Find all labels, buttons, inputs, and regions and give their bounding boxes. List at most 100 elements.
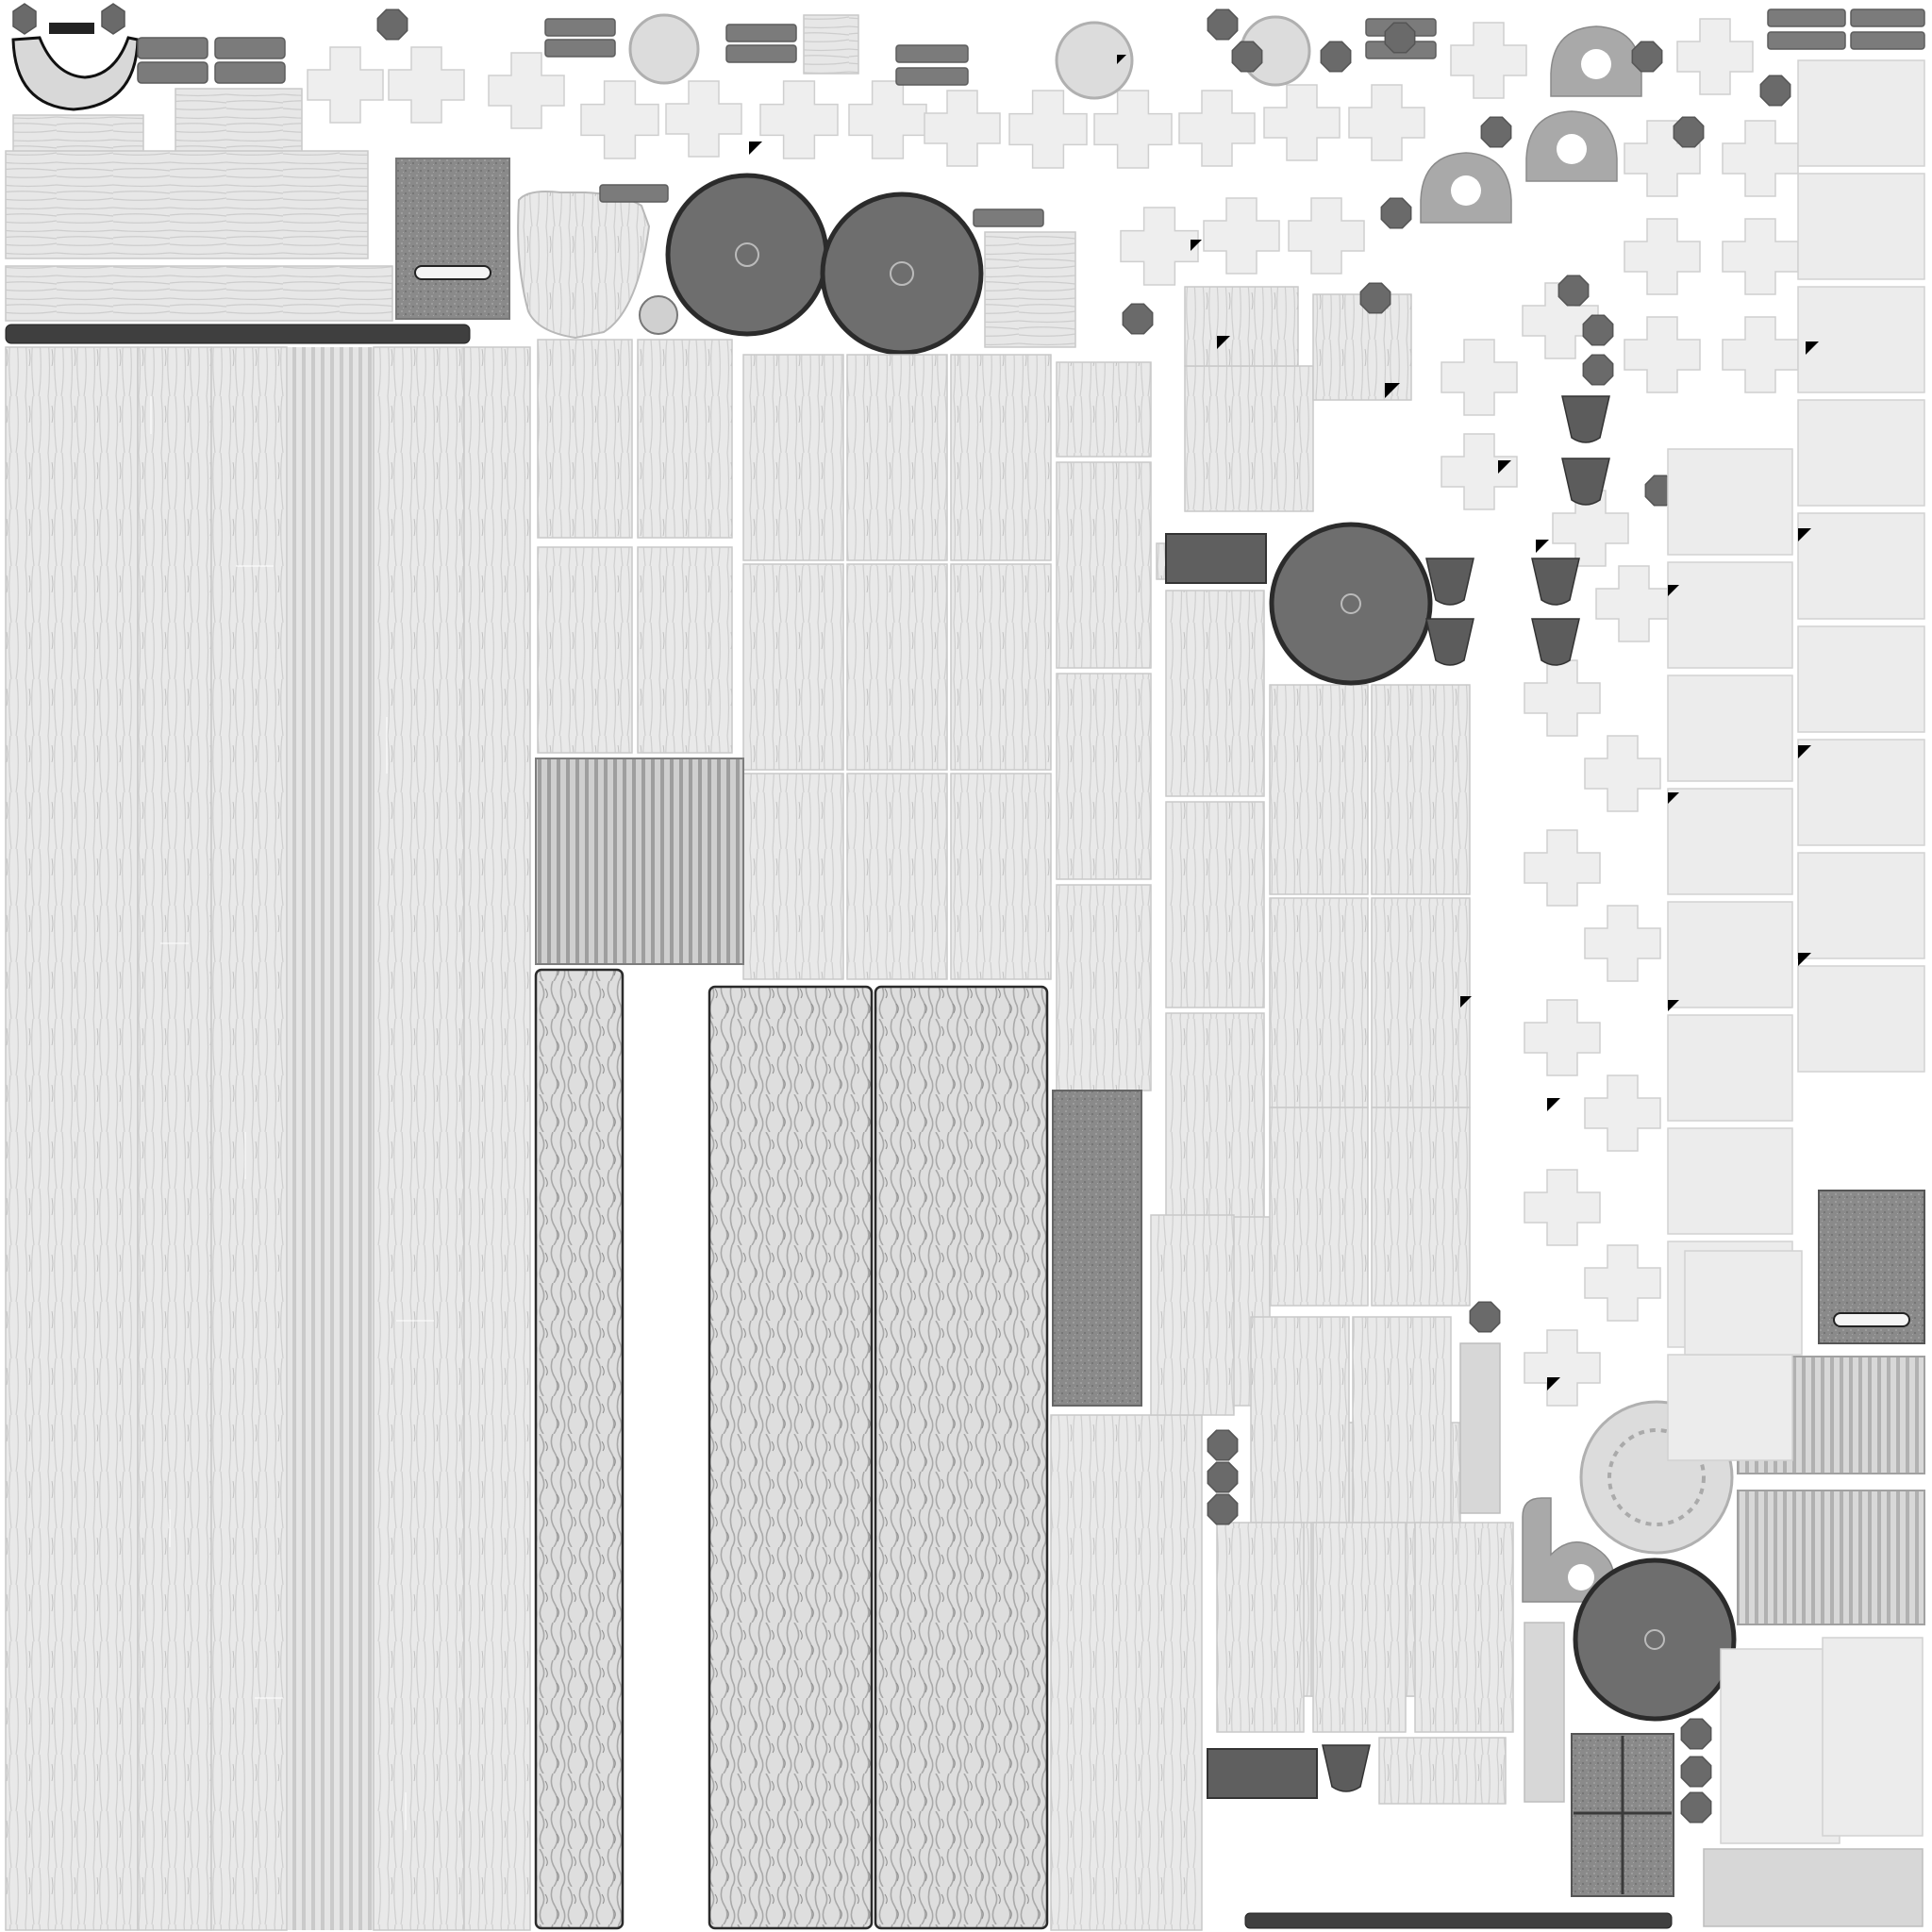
tapered-plank-bundle (517, 191, 651, 340)
plank-island (950, 354, 1052, 561)
cross-patch (1178, 90, 1256, 167)
plank-island (287, 347, 374, 1930)
plank-tile (1797, 399, 1925, 507)
seam-notch (1191, 240, 1202, 251)
seam-notch (1806, 341, 1819, 355)
seam-notch (1547, 1098, 1560, 1111)
top-left-cluster (5, 3, 510, 344)
plank-island (5, 346, 139, 1931)
plank-tile (1797, 286, 1925, 393)
plank-island (1352, 1316, 1452, 1524)
seam-notch (1668, 585, 1679, 596)
seam-notch (1385, 383, 1400, 398)
slot-handle (414, 265, 491, 280)
plank-island (1165, 590, 1265, 797)
plank-tile (1797, 512, 1925, 620)
plank-island (637, 339, 733, 539)
hex-bolt-icon (1320, 41, 1352, 73)
hex-bolts (376, 8, 1791, 1824)
hex-bolt-icon (1557, 275, 1590, 307)
cross-patch (1263, 84, 1341, 161)
cross-patch (307, 46, 384, 124)
hex-bolt-icon (1122, 303, 1154, 335)
plank-tile (1667, 675, 1793, 782)
seam-notch (1498, 460, 1511, 474)
strap-piece (544, 39, 616, 58)
hex-bolt-icon (1680, 1718, 1712, 1750)
strap-piece (137, 61, 208, 84)
hex-bolt-icon (1207, 1429, 1239, 1461)
mid-plank-grid (534, 286, 1514, 1931)
round-tabletop (820, 192, 984, 356)
plank-island (1703, 1848, 1924, 1927)
strap-piece (895, 67, 969, 86)
strap-piece (544, 18, 616, 37)
seam-notch (1460, 996, 1472, 1008)
hex-bolt-icon (12, 3, 37, 35)
hex-bolt-icon (1231, 41, 1263, 73)
strap-piece (973, 208, 1044, 227)
hex-bolt-icon (1673, 116, 1705, 148)
cross-patch (388, 46, 465, 124)
plank-tile (1797, 852, 1925, 959)
uv-seam-notches (749, 55, 1819, 1391)
hex-bolt-icon (1359, 282, 1391, 314)
seam-notch (749, 142, 762, 155)
cross-patch (1624, 120, 1701, 197)
plank-tile (1667, 448, 1793, 556)
strap-piece (599, 184, 669, 203)
hex-bolt-icon (101, 3, 125, 35)
cross-patch (1441, 339, 1518, 416)
hex-bolt-icon (1207, 1493, 1239, 1525)
hex-bolt-icon (1759, 75, 1791, 107)
plank-island (175, 88, 303, 156)
strap-piece (214, 37, 286, 59)
plank-tile (1797, 739, 1925, 846)
strap-piece (1850, 31, 1925, 50)
cross-patch (759, 80, 839, 159)
seam-notch (1217, 336, 1230, 349)
plank-tile (1667, 788, 1793, 895)
cross-patch (1584, 1074, 1661, 1152)
cross-patch (1288, 197, 1365, 275)
strap-piece (214, 61, 286, 84)
cross-patch (580, 80, 659, 159)
plank-tile (1684, 1250, 1803, 1356)
strap-piece (1767, 31, 1846, 50)
light-disc (628, 13, 700, 85)
shoe-bracket (1425, 558, 1474, 606)
hex-bolt-icon (1380, 197, 1412, 229)
cross-patch (1450, 22, 1527, 99)
plank-tile (1667, 561, 1793, 669)
bark-board (708, 985, 874, 1930)
plank-island (1371, 684, 1471, 895)
plank-island (1378, 1737, 1507, 1805)
cross-patch (665, 80, 742, 158)
ring-brackets (1420, 25, 1642, 1603)
dark-rail (5, 324, 471, 344)
shoe-bracket (1322, 1744, 1371, 1792)
shoe-bracket (1425, 618, 1474, 666)
plank-island (463, 346, 531, 1931)
plank-island (803, 14, 859, 75)
plank-island (742, 563, 844, 771)
plank-island (742, 773, 844, 980)
cross-patch (848, 80, 927, 159)
strap-piece (725, 44, 797, 63)
cross-patch (488, 52, 565, 129)
plank-island (537, 339, 633, 539)
cross-patch (1120, 207, 1199, 286)
strap-piece (725, 24, 797, 42)
bark-board (534, 968, 625, 1930)
dark-rail (1244, 1912, 1673, 1929)
plank-island (950, 773, 1052, 980)
plank-island (373, 346, 465, 1931)
slot-handle (1833, 1312, 1910, 1327)
rough-panel (395, 158, 510, 320)
hex-bolt-icon (1207, 1461, 1239, 1493)
cross-patch (1584, 905, 1661, 982)
plank-tile (1667, 1127, 1793, 1235)
cross-patch (924, 90, 1001, 167)
plank-island (1216, 1522, 1305, 1733)
